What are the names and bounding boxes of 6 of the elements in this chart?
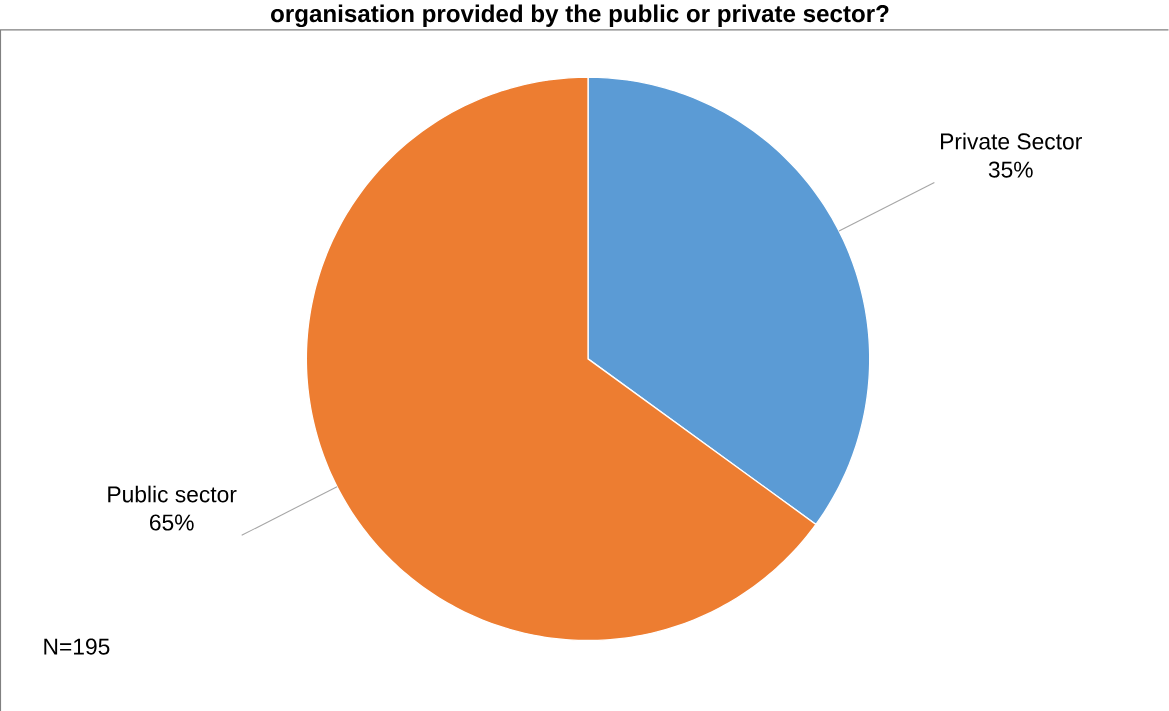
- text: N=195: [44, 638, 110, 655]
- slice-label: Public sector: [108, 485, 237, 503]
- slice-label: Private Sector: [941, 132, 1082, 150]
- chart-title: organisation provided by the public or private sector?: [271, 4, 889, 27]
- data-label: 35%: [988, 161, 1033, 178]
- data-label: 65%: [150, 514, 194, 531]
